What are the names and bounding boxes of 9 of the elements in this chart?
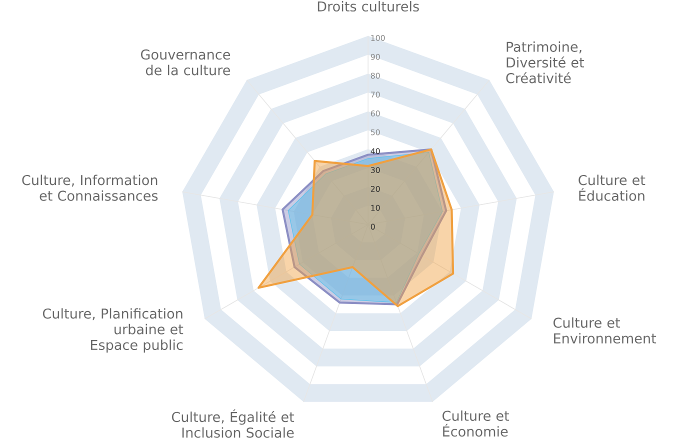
spoke-label: Culture et Environnement — [554, 317, 656, 344]
spoke-label: Culture, Égalité et Inclusion Sociale — [172, 409, 294, 438]
spoke-label: Culture et Économie — [442, 410, 510, 437]
spoke-label: Culture, Planification urbaine et Espace public — [42, 308, 184, 353]
spoke-label: Culture, Information et Connaissances — [22, 174, 158, 201]
spoke-label: Culture et Éducation — [578, 174, 646, 201]
spoke-label: Gouvernance de la culture — [140, 49, 230, 76]
spoke-label: Droits culturels — [318, 1, 419, 12]
spoke-label: Patrimoine, Diversité et Créativité — [506, 42, 584, 84]
